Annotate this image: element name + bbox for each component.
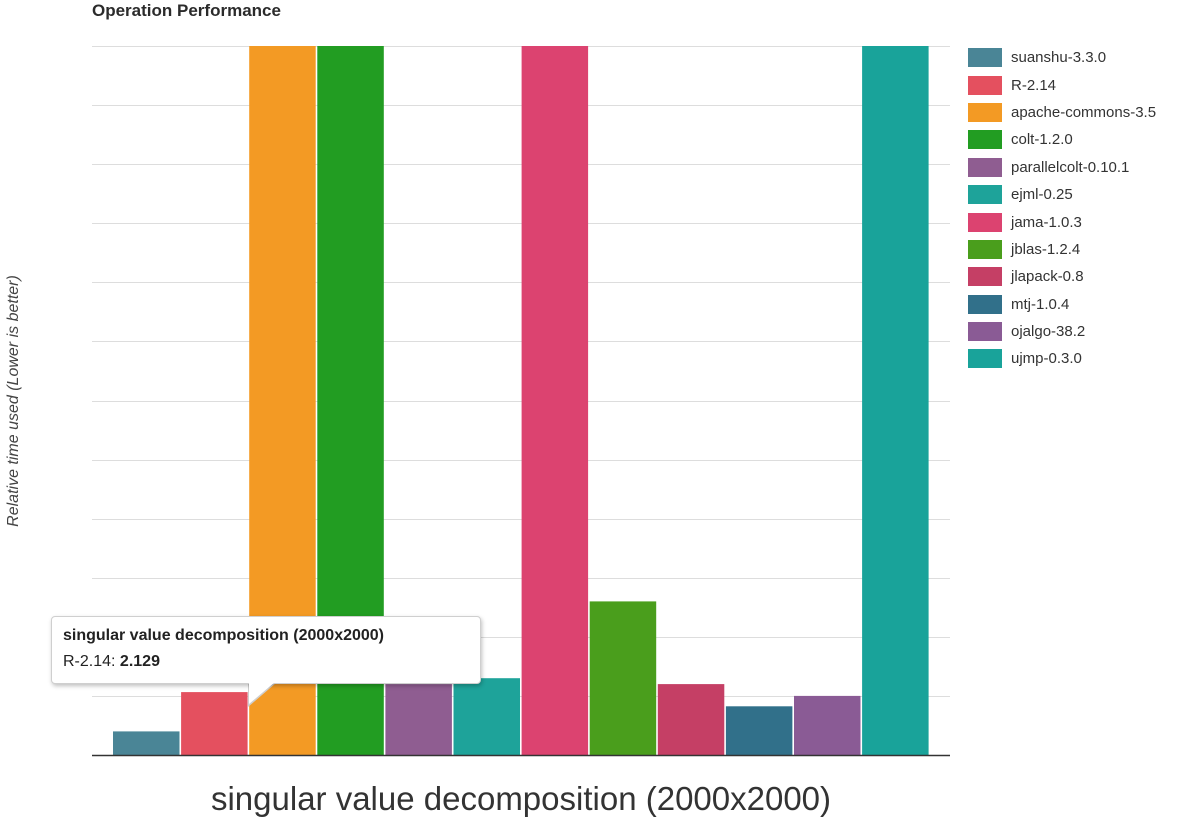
bar-parallelcolt-0-10-1[interactable] — [385, 684, 452, 755]
legend-label: R-2.14 — [1011, 76, 1057, 94]
legend-swatch — [968, 102, 1002, 122]
legend-swatch — [968, 294, 1002, 314]
bar-jama-1-0-3[interactable] — [521, 46, 589, 755]
legend-swatch — [968, 239, 1002, 259]
legend-swatch — [968, 267, 1002, 287]
y-axis-label: Relative time used (Lower is better) — [5, 275, 22, 527]
bar-jblas-1-2-4[interactable] — [589, 601, 657, 755]
legend: suanshu-3.3.0 R-2.14 apache-commons-3.5 col… — [968, 44, 1156, 373]
gridlines — [92, 46, 950, 697]
legend-label: mtj-1.0.4 — [1011, 295, 1070, 313]
legend-swatch — [968, 212, 1002, 232]
legend-label: parallelcolt-0.10.1 — [1011, 158, 1130, 176]
legend-swatch — [968, 185, 1002, 205]
legend-item[interactable]: ejml-0.25 — [968, 181, 1156, 208]
legend-item[interactable]: ujmp-0.3.0 — [968, 345, 1156, 372]
tooltip-pointer — [249, 682, 275, 704]
legend-item[interactable]: apache-commons-3.5 — [968, 99, 1156, 126]
legend-swatch — [968, 349, 1002, 369]
tooltip-value: 2.129 — [119, 653, 160, 670]
chart-title: Operation Performance — [92, 1, 281, 20]
legend-item[interactable]: R-2.14 — [968, 71, 1156, 98]
legend-swatch — [968, 157, 1002, 177]
legend-label: ojalgo-38.2 — [1011, 323, 1086, 341]
legend-item[interactable]: ojalgo-38.2 — [968, 318, 1156, 345]
bar-ejml-0-25[interactable] — [453, 678, 521, 755]
legend-label: apache-commons-3.5 — [1011, 103, 1157, 121]
tooltip-box — [51, 616, 481, 684]
legend-item[interactable]: parallelcolt-0.10.1 — [968, 154, 1156, 181]
legend-item[interactable]: colt-1.2.0 — [968, 126, 1156, 153]
legend-swatch — [968, 75, 1002, 95]
legend-item[interactable]: jblas-1.2.4 — [968, 236, 1156, 263]
bar-jlapack-0-8[interactable] — [657, 684, 725, 755]
x-axis-category-label: singular value decomposition (2000x2000) — [211, 780, 831, 817]
tooltip-series-line: R-2.14: 2.129 — [63, 653, 160, 671]
legend-swatch — [968, 48, 1002, 68]
legend-label: suanshu-3.3.0 — [1011, 49, 1107, 67]
tooltip-series-label: R-2.14: — [63, 653, 120, 670]
legend-label: jama-1.0.3 — [1011, 213, 1082, 231]
tooltip: singular value decomposition (2000x2000)… — [51, 616, 481, 707]
legend-label: jblas-1.2.4 — [1011, 240, 1081, 258]
legend-label: colt-1.2.0 — [1011, 131, 1073, 149]
legend-item[interactable]: suanshu-3.3.0 — [968, 44, 1156, 71]
bar-ujmp-0-3-0[interactable] — [862, 46, 929, 755]
legend-swatch — [968, 130, 1002, 150]
legend-item[interactable]: jlapack-0.8 — [968, 263, 1156, 290]
bar-r-2-14[interactable] — [181, 692, 248, 755]
legend-swatch — [968, 322, 1002, 342]
tooltip-title: singular value decomposition (2000x2000) — [63, 627, 385, 644]
legend-label: jlapack-0.8 — [1011, 268, 1084, 286]
legend-label: ejml-0.25 — [1011, 186, 1073, 204]
bar-ojalgo-38-2[interactable] — [794, 695, 861, 755]
legend-item[interactable]: jama-1.0.3 — [968, 208, 1156, 235]
bar-suanshu-3-3-0[interactable] — [113, 731, 180, 755]
bar-mtj-1-0-4[interactable] — [725, 706, 793, 755]
legend-label: ujmp-0.3.0 — [1011, 350, 1082, 368]
legend-item[interactable]: mtj-1.0.4 — [968, 291, 1156, 318]
